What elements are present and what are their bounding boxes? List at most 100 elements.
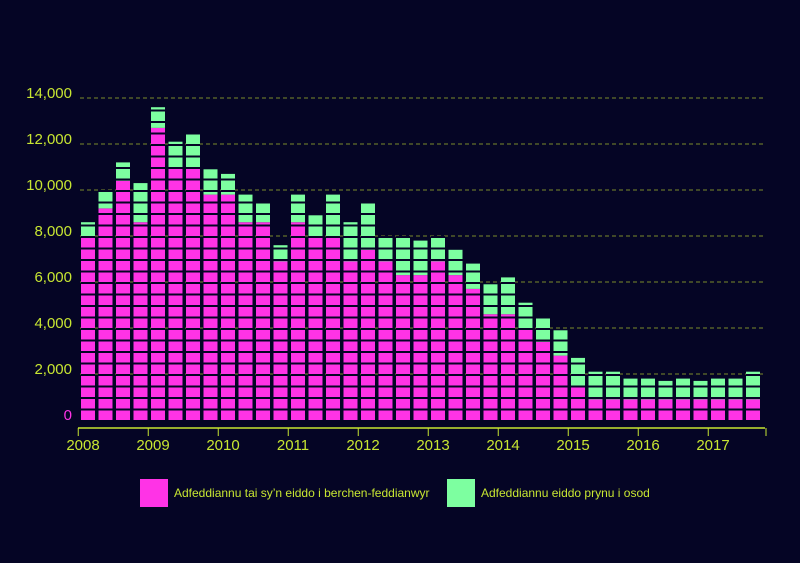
bar-texture <box>396 236 410 276</box>
bar-texture <box>588 371 603 400</box>
bar-texture <box>256 201 270 223</box>
legend-label: Adfeddiannu eiddo prynu i osod <box>481 486 650 500</box>
bar-texture <box>221 194 235 420</box>
bar-texture <box>361 201 375 250</box>
bar-texture <box>746 371 760 400</box>
bar-texture <box>273 261 288 420</box>
bar-texture <box>378 236 393 262</box>
bar-texture <box>203 194 218 420</box>
bar-texture <box>536 316 550 342</box>
bar-texture <box>693 399 708 420</box>
bar-texture <box>151 127 165 421</box>
legend-swatch <box>140 479 168 507</box>
x-tick-label: 2011 <box>277 437 309 454</box>
y-tick-label: 2,000 <box>34 361 72 378</box>
bar-texture <box>623 399 638 420</box>
x-tick-label: 2010 <box>206 437 239 454</box>
bar-texture <box>133 183 148 223</box>
bar-texture <box>711 378 725 400</box>
bar-texture <box>413 275 428 420</box>
bar-texture <box>81 222 95 236</box>
bar-texture <box>81 236 95 420</box>
bar-texture <box>676 378 690 400</box>
bar-texture <box>641 378 655 400</box>
bar-texture <box>238 222 253 420</box>
bar-texture <box>186 132 200 167</box>
bar-texture <box>518 328 533 420</box>
x-tick-label: 2015 <box>556 437 589 454</box>
bar-texture <box>221 173 235 195</box>
y-tick-label: 8,000 <box>34 223 72 240</box>
bar-texture <box>116 162 130 181</box>
bar-texture <box>711 399 725 420</box>
bar-texture <box>343 222 358 262</box>
bar-texture <box>273 245 288 262</box>
bar-texture <box>448 275 463 420</box>
bar-texture <box>536 341 550 420</box>
x-tick-label: 2009 <box>136 437 169 454</box>
bar-texture <box>606 399 620 420</box>
bar-texture <box>326 194 340 236</box>
bar-texture <box>343 261 358 420</box>
bar-texture <box>641 399 655 420</box>
bar-texture <box>98 190 113 209</box>
y-tick-label: 14,000 <box>26 85 72 102</box>
bar-texture <box>98 208 113 420</box>
x-tick-label: 2014 <box>486 437 519 454</box>
bar-texture <box>168 167 183 420</box>
bar-texture <box>238 194 253 223</box>
bar-texture <box>168 141 183 167</box>
bar-texture <box>431 261 445 420</box>
y-tick-label: 6,000 <box>34 269 72 286</box>
bar-texture <box>256 222 270 420</box>
bar-texture <box>588 399 603 420</box>
bar-texture <box>728 399 743 420</box>
bar-texture <box>746 399 760 420</box>
bar-texture <box>518 302 533 328</box>
bar-texture <box>116 180 130 420</box>
bar-texture <box>483 284 498 315</box>
x-tick-label: 2016 <box>626 437 659 454</box>
bar-texture <box>151 107 165 128</box>
x-tick-label: 2013 <box>416 437 449 454</box>
bar-texture <box>693 380 708 400</box>
bar-texture <box>291 194 305 223</box>
bar-texture <box>658 380 673 400</box>
bar-texture <box>448 249 463 276</box>
bar-texture <box>623 378 638 400</box>
y-tick-label: 10,000 <box>26 177 72 194</box>
bar-texture <box>483 314 498 420</box>
bar-texture <box>676 399 690 420</box>
bar-texture <box>396 275 410 420</box>
bar-texture <box>431 236 445 262</box>
bar-texture <box>308 236 323 420</box>
bar-texture <box>466 263 480 289</box>
x-tick-label: 2008 <box>66 437 99 454</box>
bar-texture <box>203 169 218 195</box>
y-tick-label: 12,000 <box>26 131 72 148</box>
bar-texture <box>571 385 585 420</box>
x-tick-label: 2017 <box>696 437 729 454</box>
bar-texture <box>378 261 393 420</box>
bar-texture <box>466 288 480 420</box>
bar-texture <box>133 222 148 420</box>
bar-texture <box>308 215 323 236</box>
y-tick-label: 0 <box>64 407 72 424</box>
x-tick-label: 2012 <box>346 437 379 454</box>
legend-swatch <box>447 479 475 507</box>
bar-texture <box>553 355 568 420</box>
bar-texture <box>413 240 428 276</box>
bar-texture <box>606 371 620 400</box>
bar-texture <box>291 222 305 420</box>
bar-texture <box>571 357 585 386</box>
bar-texture <box>361 249 375 420</box>
bar-texture <box>186 167 200 420</box>
bar-texture <box>326 236 340 420</box>
bar-texture <box>728 378 743 400</box>
bar-texture <box>658 399 673 420</box>
legend-label: Adfeddiannu tai sy’n eiddo i berchen-fed… <box>174 486 430 500</box>
bar-texture <box>501 277 515 315</box>
bar-texture <box>553 330 568 356</box>
y-tick-label: 4,000 <box>34 315 72 332</box>
